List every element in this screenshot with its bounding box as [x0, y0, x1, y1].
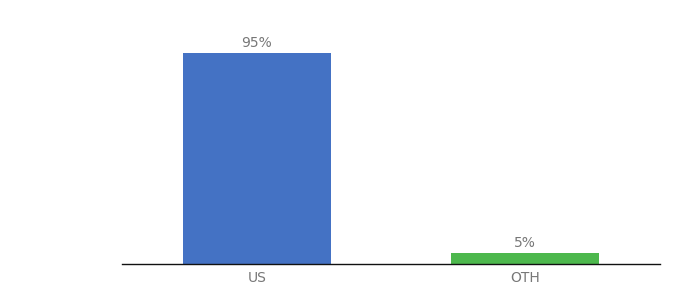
Text: 95%: 95% — [241, 36, 272, 50]
Text: 5%: 5% — [514, 236, 537, 250]
Bar — [452, 253, 599, 264]
Bar — [183, 53, 330, 264]
